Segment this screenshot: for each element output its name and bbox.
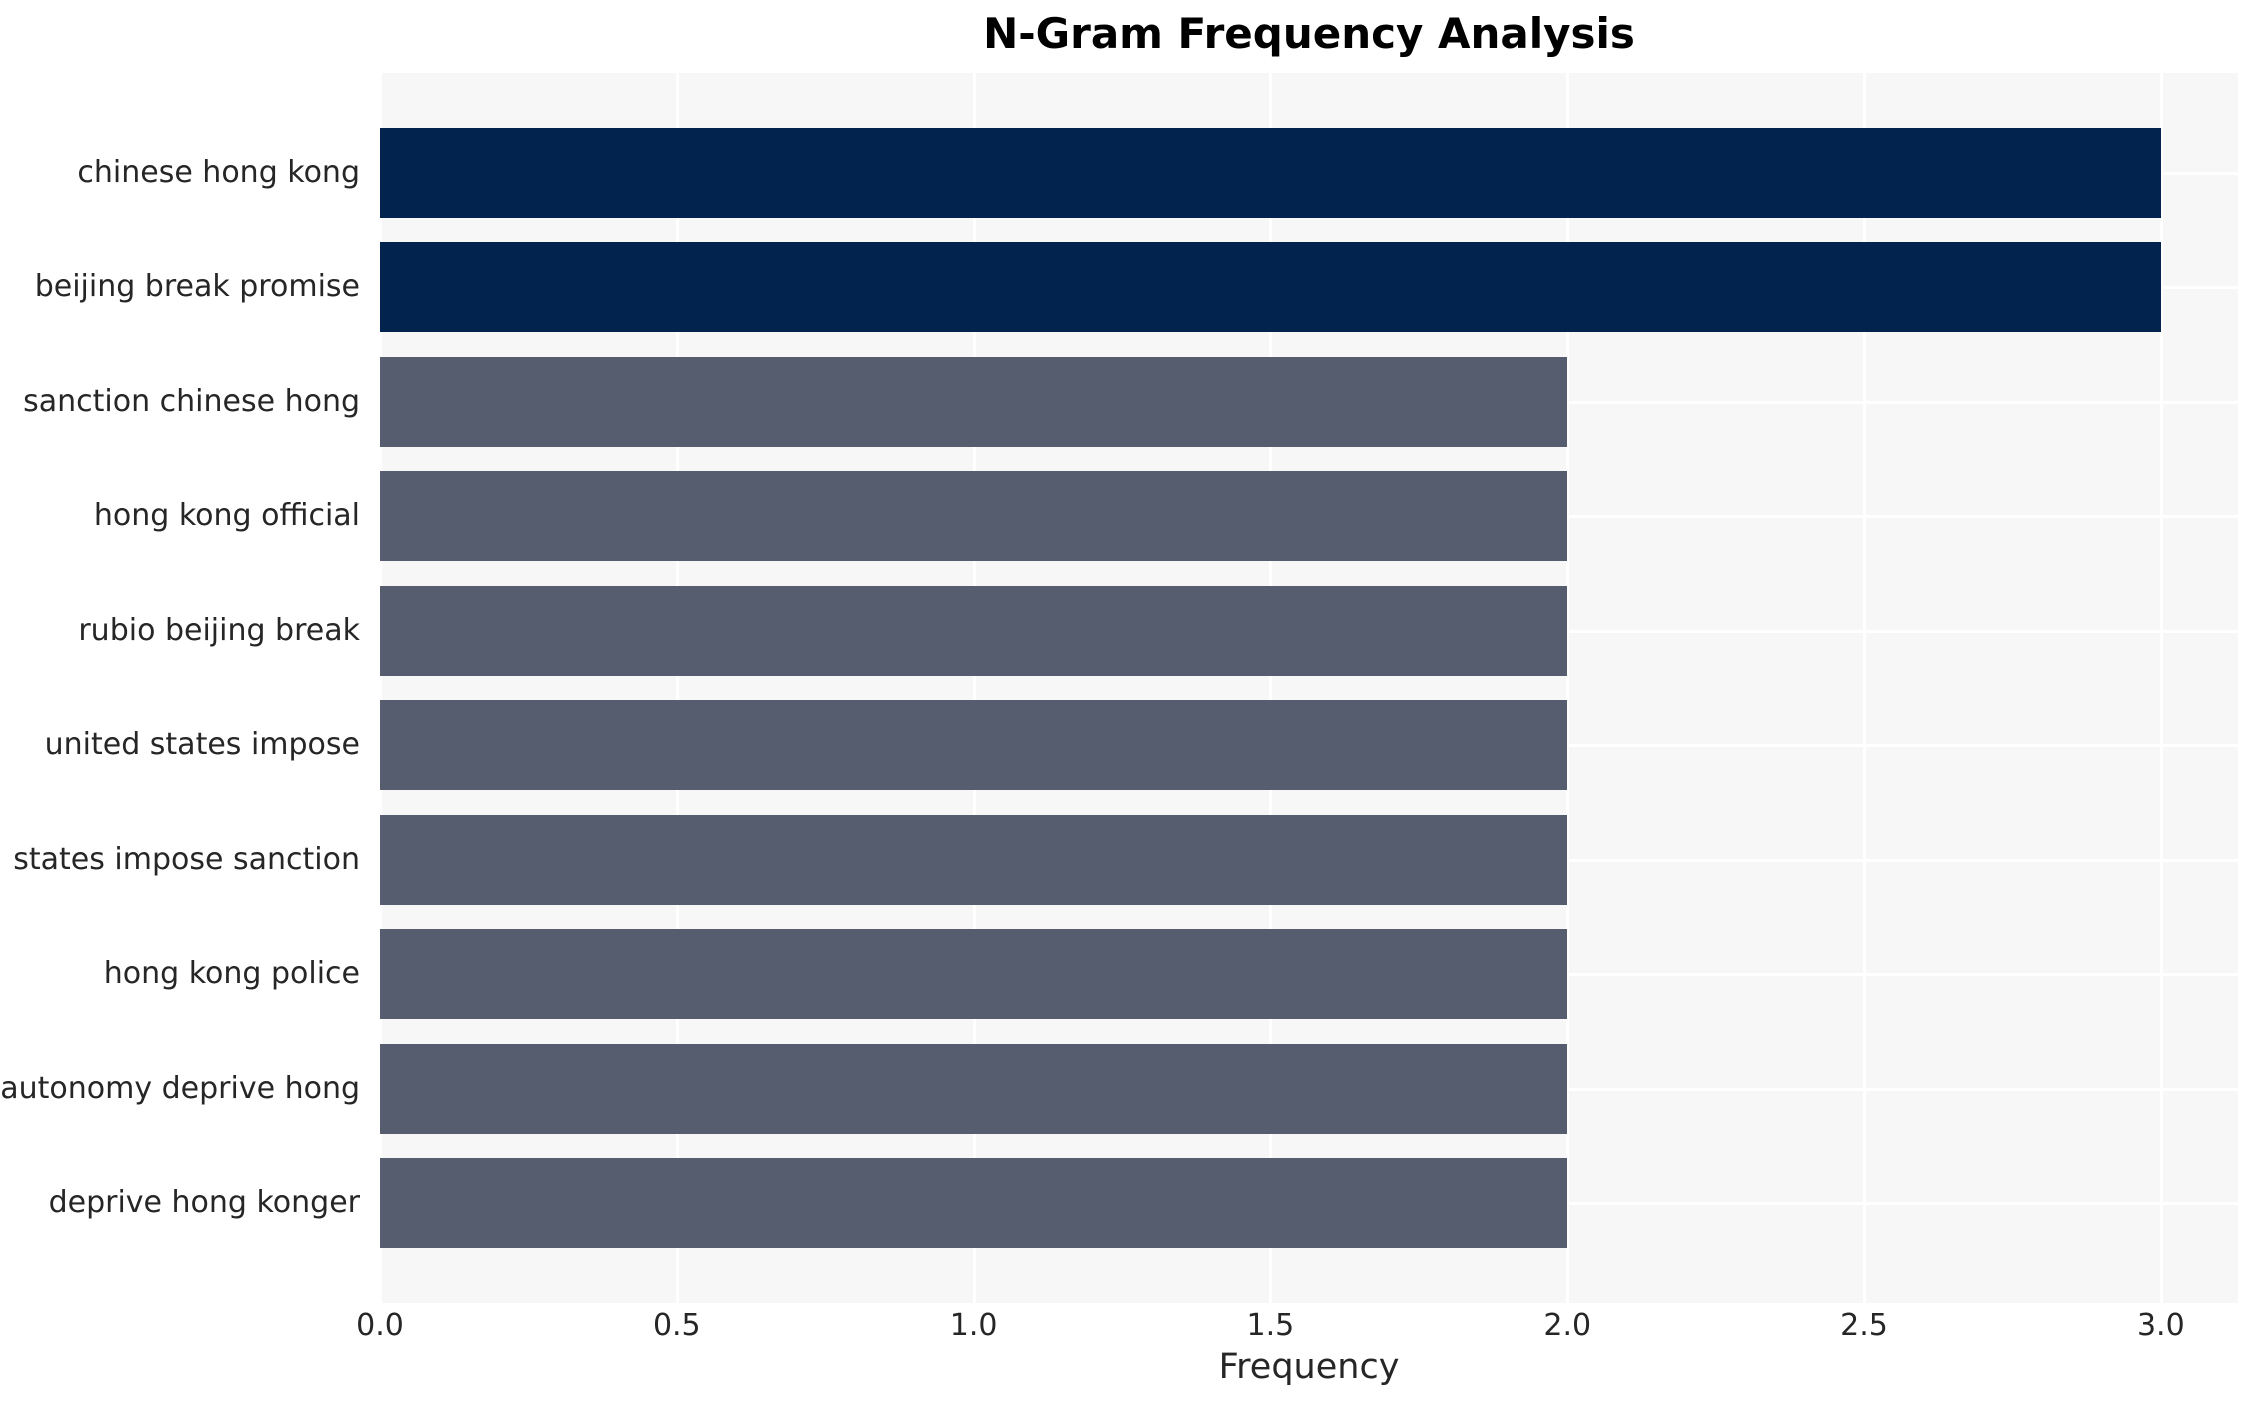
bar bbox=[380, 356, 1568, 447]
bar bbox=[380, 1043, 1568, 1134]
x-tick-label: 2.5 bbox=[1840, 1308, 1888, 1343]
gridline-vertical bbox=[1863, 73, 1867, 1303]
gridline-vertical bbox=[972, 73, 976, 1303]
y-tick-label: states impose sanction bbox=[13, 841, 360, 877]
plot-area bbox=[380, 73, 2238, 1303]
y-tick-label: united states impose bbox=[44, 727, 360, 763]
y-tick-label: hong kong official bbox=[93, 498, 360, 534]
y-tick-label: hong kong police bbox=[103, 956, 360, 992]
y-tick-label: deprive hong konger bbox=[48, 1185, 360, 1220]
gridline-vertical bbox=[1566, 73, 1570, 1303]
bar bbox=[380, 128, 2161, 218]
bar bbox=[380, 1158, 1568, 1248]
gridline-vertical bbox=[380, 73, 382, 1303]
y-tick-label: autonomy deprive hong bbox=[0, 1070, 360, 1106]
gridline-vertical bbox=[675, 73, 679, 1303]
bar bbox=[380, 929, 1568, 1020]
bar bbox=[380, 471, 1568, 562]
y-tick-label: beijing break promise bbox=[34, 269, 360, 305]
x-tick-label: 0.5 bbox=[652, 1308, 701, 1343]
chart-title: N-Gram Frequency Analysis bbox=[983, 9, 1635, 58]
x-tick-label: 1.0 bbox=[949, 1308, 998, 1343]
x-tick-label: 1.5 bbox=[1246, 1308, 1295, 1343]
y-tick-label: chinese hong kong bbox=[77, 155, 360, 190]
gridline-vertical bbox=[2159, 73, 2163, 1303]
x-tick-label: 2.0 bbox=[1543, 1308, 1592, 1343]
x-tick-label: 0.0 bbox=[356, 1308, 404, 1343]
bar bbox=[380, 242, 2161, 333]
y-tick-label: rubio beijing break bbox=[78, 612, 360, 648]
bar bbox=[380, 700, 1568, 791]
x-axis-label: Frequency bbox=[1218, 1347, 1400, 1387]
bar bbox=[380, 585, 1568, 676]
gridline-vertical bbox=[1269, 73, 1273, 1303]
y-tick-label: sanction chinese hong bbox=[23, 383, 360, 419]
x-tick-label: 3.0 bbox=[2136, 1308, 2185, 1343]
bar bbox=[380, 814, 1568, 905]
